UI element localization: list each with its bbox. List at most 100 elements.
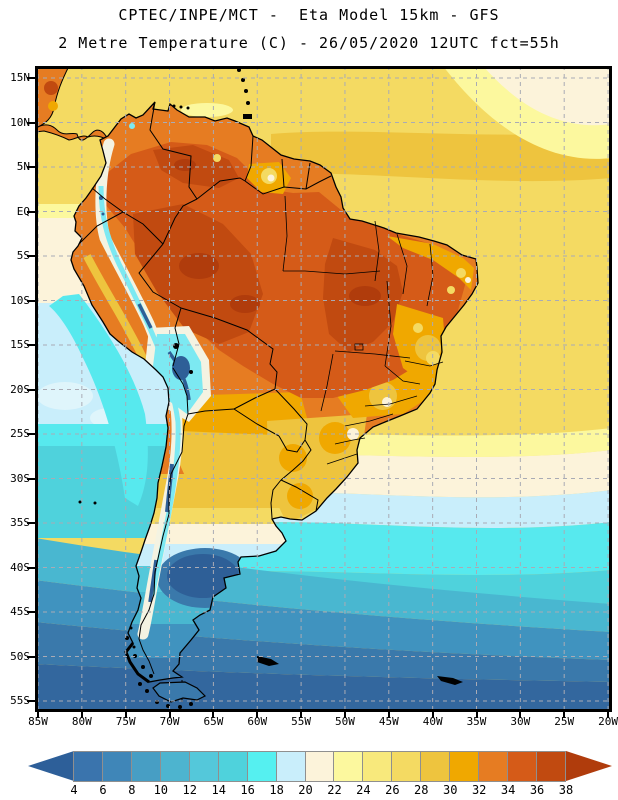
lon-tick: [519, 712, 522, 718]
border-colombia-venezuela: [149, 101, 198, 200]
colorbar-value-10: 10: [153, 783, 169, 797]
lat-tick: [27, 166, 35, 168]
colorbar-cell-22-24: [333, 751, 364, 782]
lat-label-15S: 15S: [10, 338, 30, 351]
colorbar-value-8: 8: [128, 783, 136, 797]
colorbar-cell-36-38: [536, 751, 566, 782]
lat-tick: [27, 388, 35, 391]
lon-label-35W: 35W: [466, 715, 487, 728]
lat-label-45S: 45S: [10, 605, 30, 618]
lat-tick: [27, 433, 35, 435]
colorbar-value-30: 30: [443, 783, 458, 797]
border-brazil-uruguay: [280, 479, 319, 512]
lon-tick: [475, 712, 478, 718]
south-georgia-island: [437, 676, 463, 685]
colorbar-value-16: 16: [240, 783, 255, 797]
north-atlantic-cool-patch: [483, 66, 612, 126]
distrito-federal-box: [354, 343, 364, 351]
lat-label-5S: 5S: [16, 249, 30, 262]
lon-label-65W: 65W: [203, 715, 224, 728]
trinidad-island: [243, 114, 252, 119]
map-border-frame: [35, 66, 612, 712]
lon-tick: [300, 712, 303, 718]
lat-label-55S: 55S: [10, 694, 30, 707]
temperature-field-svg: [35, 66, 612, 712]
lat-label-20S: 20S: [10, 382, 30, 396]
colorbar-cell-16-18: [246, 751, 277, 782]
colorbar-value-32: 32: [471, 783, 487, 797]
colorbar-value-28: 28: [414, 783, 429, 797]
colorbar-value-22: 22: [327, 783, 342, 797]
lat-tick: [27, 611, 35, 613]
colorbar-value-12: 12: [182, 783, 197, 797]
colorbar-below-min-arrow: [28, 751, 74, 781]
lon-label-30W: 30W: [510, 715, 531, 728]
colorbar-value-36: 36: [529, 783, 545, 797]
colorbar-value-24: 24: [356, 783, 371, 797]
lon-tick: [37, 712, 39, 718]
colorbar-cell-8-10: [130, 751, 161, 782]
lake-maracaibo: [129, 123, 135, 129]
lat-tick: [27, 210, 35, 213]
colorbar-value-18: 18: [269, 783, 284, 797]
map-title-line1: CPTEC/INPE/MCT - Eta Model 15km - GFS: [118, 6, 500, 24]
lon-tick: [607, 712, 610, 718]
map-title-line2: 2 Metre Temperature (C) - 26/05/2020 12U…: [58, 34, 560, 52]
colorbar-above-max-arrow: [566, 751, 612, 781]
islands-layer: [78, 68, 463, 685]
lon-label-25W: 25W: [554, 715, 575, 728]
lon-tick: [563, 712, 566, 718]
lake-poopo: [189, 370, 193, 374]
temperature-colorbar: [28, 751, 612, 782]
lat-label-40S: 40S: [10, 560, 30, 574]
colorbar-cell-26-28: [391, 751, 422, 782]
colorbar-value-14: 14: [211, 783, 226, 797]
colorbar-value-4: 4: [70, 783, 78, 797]
lon-tick: [343, 712, 346, 718]
chilean-fjords: [124, 642, 150, 684]
lon-label-40W: 40W: [422, 715, 443, 728]
colorbar-cell-32-34: [478, 751, 509, 782]
colorbar-cell-30-32: [449, 751, 480, 782]
brazil-state-borders: [282, 195, 444, 465]
patagonia-cold-core: [167, 554, 239, 598]
panama-isthmus: [35, 124, 110, 142]
colorbar-value-34: 34: [500, 783, 516, 797]
lon-tick: [431, 712, 434, 718]
border-bolivia-brazil: [180, 307, 278, 390]
border-chile-argentina: [138, 413, 189, 675]
lat-tick: [27, 299, 35, 302]
lat-label-30S: 30S: [10, 471, 30, 485]
lon-label-70W: 70W: [159, 715, 180, 728]
lat-label-EQ: EQ: [16, 204, 30, 218]
colorbar-cell-18-20: [275, 751, 306, 782]
colorbar-cells: [73, 751, 566, 782]
lon-tick: [387, 712, 390, 718]
border-paraguay-brazil: [274, 388, 308, 441]
uruguay-warm-patch: [287, 483, 313, 509]
tierra-del-fuego: [124, 626, 207, 709]
lat-label-25S: 25S: [10, 427, 30, 440]
lat-tick: [27, 344, 35, 346]
lat-label-15N: 15N: [10, 71, 30, 84]
colorbar-scale-labels: 4 6 8 10 12 14 16 18 20 22 24 26 28 30 32 34 36 38: [28, 783, 612, 798]
lat-tick: [27, 255, 35, 257]
lon-label-60W: 60W: [247, 715, 268, 728]
lon-tick: [80, 712, 83, 718]
lon-label-50W: 50W: [335, 715, 355, 728]
lat-label-50S: 50S: [10, 649, 30, 663]
humboldt-cold-strip: [49, 294, 148, 506]
colorbar-value-38: 38: [558, 783, 574, 797]
lat-tick: [27, 77, 35, 79]
lat-label-35S: 35S: [10, 516, 30, 529]
lat-label-10N: 10N: [10, 115, 30, 129]
lat-tick: [27, 655, 35, 658]
colorbar-cell-20-22: [304, 751, 335, 782]
lon-label-20W: 20W: [598, 715, 618, 728]
lat-tick: [27, 566, 35, 569]
lon-label-75W: 75W: [115, 715, 136, 728]
lat-tick: [27, 477, 35, 480]
lon-label-80W: 80W: [71, 715, 92, 728]
lat-label-10S: 10S: [10, 293, 30, 307]
